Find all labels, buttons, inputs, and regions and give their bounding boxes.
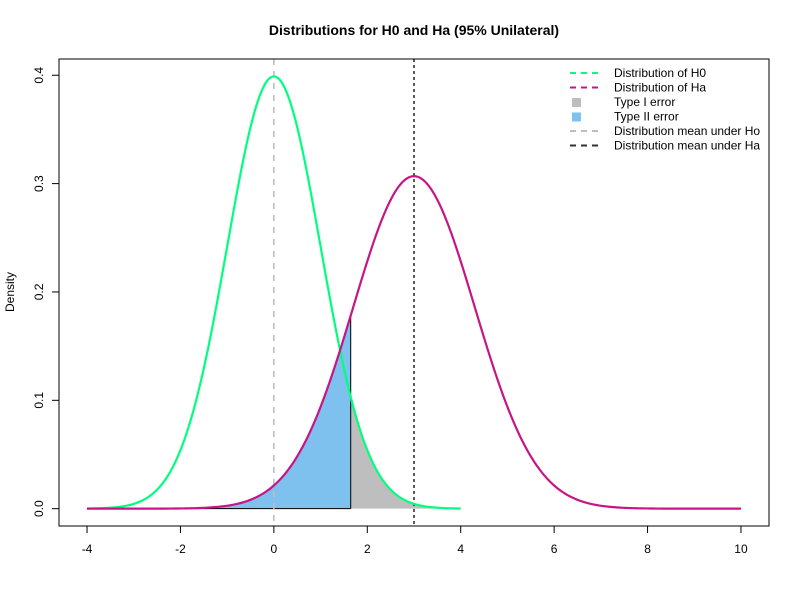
x-tick-label: -2 xyxy=(175,542,186,556)
x-tick-label: 8 xyxy=(644,542,651,556)
legend-label: Type I error xyxy=(614,95,675,109)
x-tick-label: -4 xyxy=(82,542,93,556)
legend-label: Distribution of H0 xyxy=(614,66,706,80)
y-tick-label: 0.0 xyxy=(32,500,46,517)
y-tick-label: 0.1 xyxy=(32,392,46,409)
y-tick-label: 0.2 xyxy=(32,283,46,300)
x-tick-label: 0 xyxy=(271,542,278,556)
legend-label: Distribution mean under Ha xyxy=(614,139,760,153)
legend-label: Type II error xyxy=(614,110,679,124)
y-axis: 0.0 0.1 0.2 0.3 0.4 xyxy=(32,67,60,517)
type-ii-error-region xyxy=(87,315,351,509)
distribution-of-h0-curve xyxy=(87,75,461,510)
x-tick-label: 6 xyxy=(551,542,558,556)
legend-label: Distribution mean under Ho xyxy=(614,124,760,138)
x-axis: -4 -2 0 2 4 6 8 10 xyxy=(82,525,748,556)
density-curves xyxy=(87,75,741,510)
type-i-error-region xyxy=(350,396,461,509)
x-tick-label: 4 xyxy=(457,542,464,556)
legend-swatch xyxy=(572,112,581,122)
chart-title: Distributions for H0 and Ha (95% Unilate… xyxy=(269,22,559,38)
distribution-of-ha-curve xyxy=(87,175,741,510)
x-tick-label: 2 xyxy=(364,542,371,556)
x-tick-label: 10 xyxy=(734,542,748,556)
y-tick-label: 0.3 xyxy=(32,175,46,192)
legend-swatch xyxy=(572,98,581,107)
reference-lines xyxy=(273,59,415,526)
legend-label: Distribution of Ha xyxy=(614,81,706,95)
y-tick-label: 0.4 xyxy=(32,67,46,84)
y-axis-label: Density xyxy=(3,272,17,312)
